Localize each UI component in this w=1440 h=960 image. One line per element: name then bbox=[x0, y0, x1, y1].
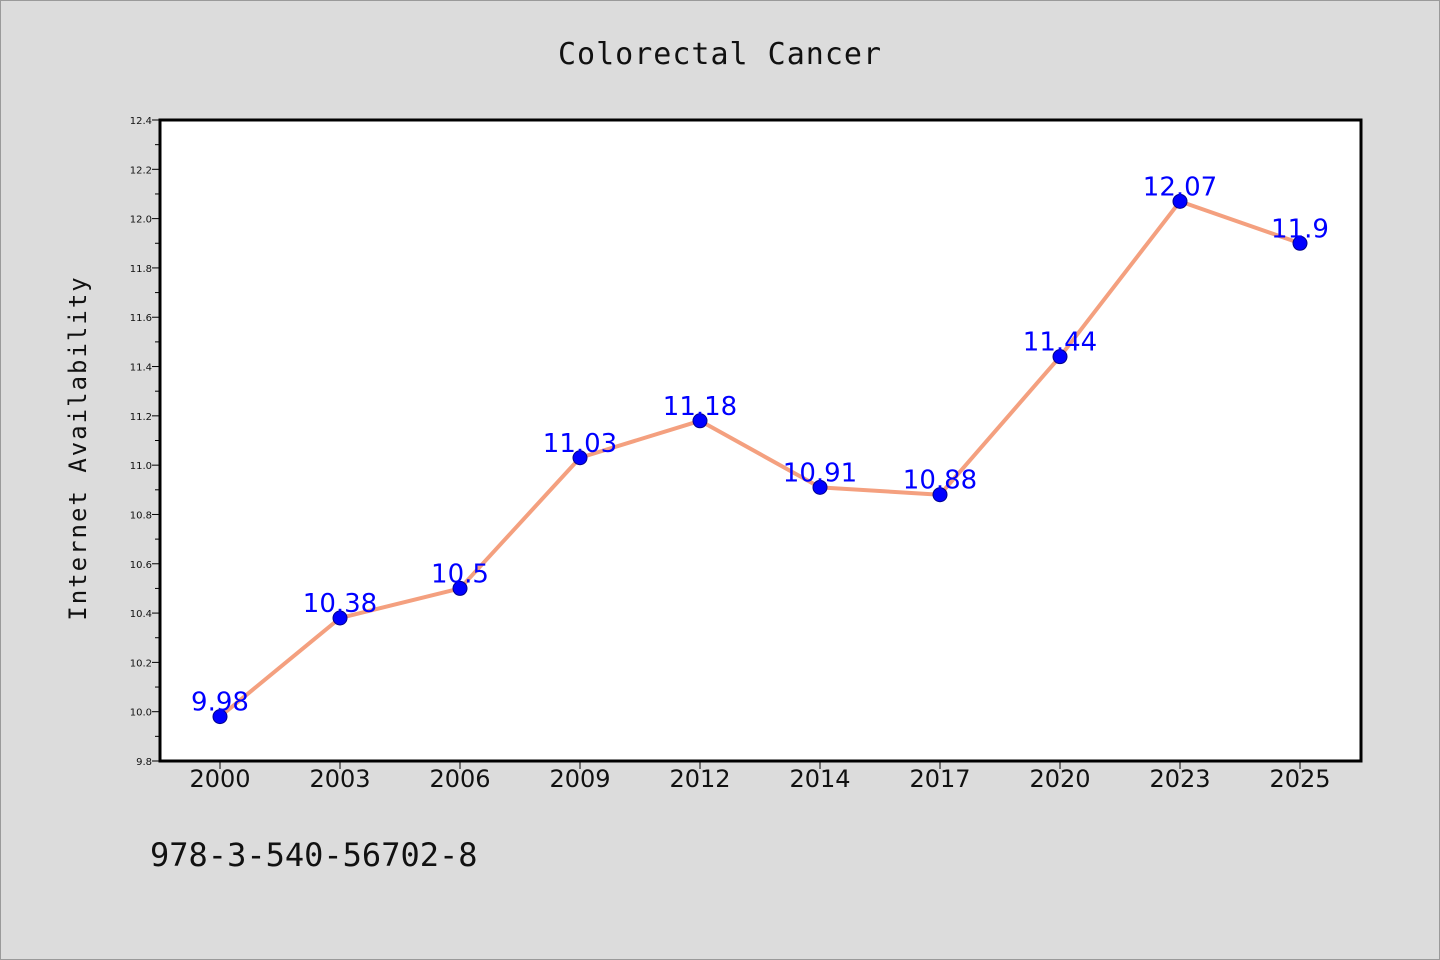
footer-isbn: 978-3-540-56702-8 bbox=[150, 836, 478, 874]
plot-area bbox=[158, 118, 1363, 763]
y-axis-ticks: 9.8 10.0 10.2 10.4 10.6 10.8 11.0 11.2 11.4 11.6 1… bbox=[130, 116, 160, 768]
data-point-marker bbox=[332, 610, 348, 626]
data-point-marker bbox=[572, 450, 588, 466]
data-label: 11.44 bbox=[1023, 328, 1097, 358]
chart-title: Colorectal Cancer bbox=[558, 37, 882, 72]
series-group bbox=[218, 199, 1302, 719]
y-tick-label: 10.6 bbox=[130, 560, 152, 571]
data-label: 11.9 bbox=[1271, 214, 1329, 244]
x-axis-ticks: 2000 2003 2006 2009 2012 2014 2017 2020 2023 2025 bbox=[189, 761, 1331, 793]
y-tick-label: 11.4 bbox=[130, 363, 152, 374]
data-label: 10.88 bbox=[903, 466, 977, 496]
x-tick-label: 2014 bbox=[789, 765, 850, 793]
x-tick-label: 2017 bbox=[909, 765, 970, 793]
y-tick-label: 12.0 bbox=[130, 215, 152, 226]
data-point-marker bbox=[1172, 193, 1188, 209]
x-tick-label: 2012 bbox=[669, 765, 730, 793]
series-line bbox=[218, 199, 1302, 719]
x-tick-label: 2009 bbox=[549, 765, 610, 793]
data-point-marker bbox=[452, 580, 468, 596]
data-point-marker bbox=[932, 487, 948, 503]
data-point-marker bbox=[692, 413, 708, 429]
data-point-marker bbox=[212, 709, 228, 725]
data-label: 10.91 bbox=[783, 458, 857, 488]
data-label: 10.38 bbox=[303, 589, 377, 619]
markers-group bbox=[212, 193, 1308, 725]
y-tick-label: 11.0 bbox=[130, 461, 152, 472]
y-tick-label: 9.8 bbox=[136, 757, 152, 768]
data-point-marker bbox=[1052, 349, 1068, 365]
y-tick-label: 11.2 bbox=[130, 412, 152, 423]
data-label: 10.5 bbox=[431, 559, 489, 589]
x-tick-label: 2023 bbox=[1149, 765, 1210, 793]
y-tick-label: 10.4 bbox=[130, 609, 152, 620]
data-labels-group: 9.98 10.38 10.5 11.03 11.18 10.91 10.88 11.44 12… bbox=[191, 172, 1329, 717]
data-point-marker bbox=[1292, 235, 1308, 251]
x-tick-label: 2006 bbox=[429, 765, 490, 793]
x-tick-label: 2025 bbox=[1269, 765, 1330, 793]
y-axis-label: Internet Availability bbox=[64, 275, 92, 620]
y-tick-label: 11.6 bbox=[130, 313, 152, 324]
y-tick-label: 11.8 bbox=[130, 264, 152, 275]
x-tick-label: 2003 bbox=[309, 765, 370, 793]
x-tick-label: 2020 bbox=[1029, 765, 1090, 793]
x-tick-label: 2000 bbox=[189, 765, 250, 793]
data-label: 11.03 bbox=[543, 429, 617, 459]
data-label: 11.18 bbox=[663, 392, 737, 422]
data-label: 9.98 bbox=[191, 688, 249, 718]
y-tick-label: 10.2 bbox=[130, 658, 152, 669]
y-tick-label: 10.8 bbox=[130, 510, 152, 521]
data-point-marker bbox=[812, 479, 828, 495]
y-tick-label: 10.0 bbox=[130, 708, 152, 719]
y-tick-label: 12.2 bbox=[130, 165, 152, 176]
data-label: 12.07 bbox=[1143, 172, 1217, 202]
y-tick-label: 12.4 bbox=[130, 116, 152, 127]
